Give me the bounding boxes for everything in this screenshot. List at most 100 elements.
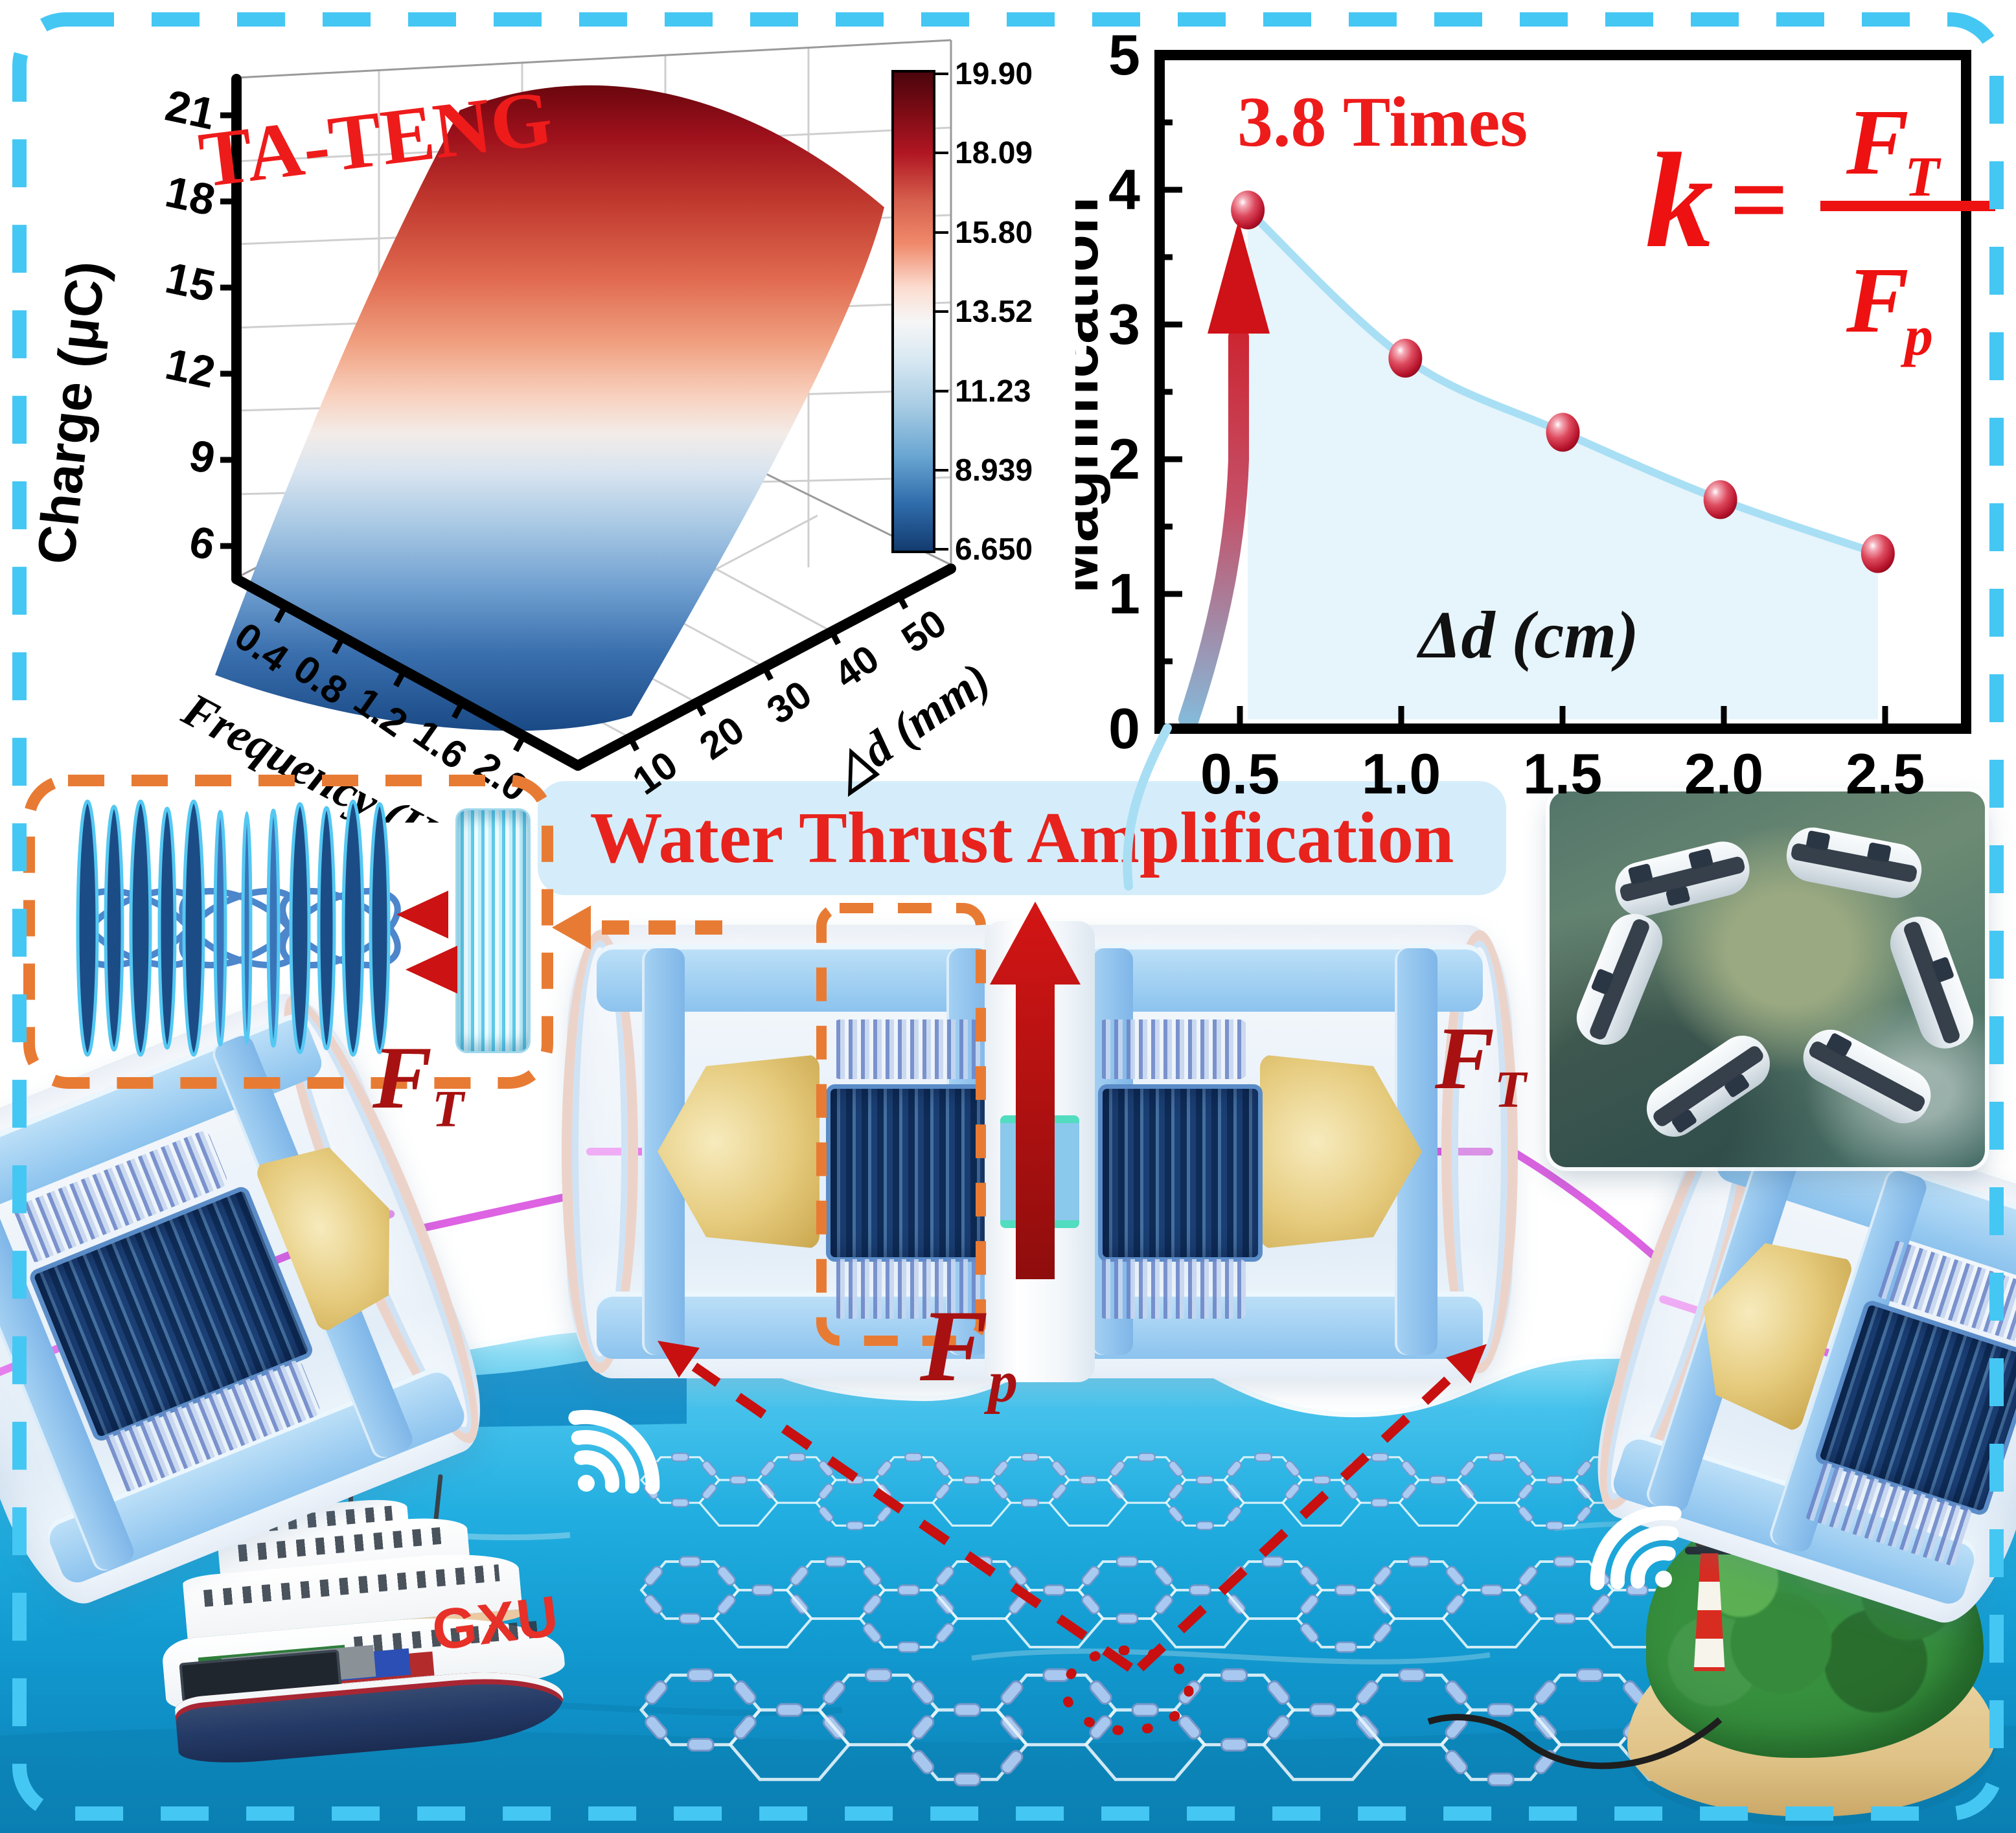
delta-d-tick: 40	[827, 637, 887, 697]
float-capsule	[729, 1475, 748, 1485]
float-capsule	[1138, 1452, 1156, 1462]
colorbar-tick: 15.80	[955, 216, 1033, 250]
photo-capsule	[1615, 841, 1750, 916]
float-capsule	[897, 1584, 920, 1596]
float-capsule	[1576, 1668, 1603, 1682]
assemble-arrow-lower	[406, 946, 457, 994]
float-capsule	[1261, 1556, 1285, 1567]
data-point	[1388, 339, 1423, 378]
float-capsule	[687, 1668, 715, 1682]
force-sub: p	[988, 1348, 1018, 1415]
float-capsule	[1196, 1521, 1214, 1531]
charge-axis-label: Charge (μC)	[27, 258, 117, 567]
x-tick: 1.5	[1523, 742, 1602, 806]
float-capsule	[1196, 1475, 1214, 1485]
float-capsule	[1398, 1668, 1426, 1682]
central-teng-device	[562, 921, 1518, 1382]
y-axis-label: Magnification	[1075, 197, 1111, 593]
photo-capsule	[1803, 1029, 1931, 1124]
float-capsule	[954, 1772, 981, 1786]
colorbar-tick: 13.52	[955, 295, 1033, 329]
formula-denominator: F	[1846, 249, 1909, 352]
float-capsule	[1116, 1556, 1139, 1567]
float-capsule	[775, 1703, 803, 1717]
float-capsule	[1220, 1668, 1248, 1682]
delta-d-tick: 30	[759, 672, 819, 733]
assemble-arrow-upper	[396, 891, 448, 939]
data-point	[1703, 480, 1737, 519]
float-capsule	[1042, 1668, 1070, 1682]
float-capsule	[1254, 1452, 1272, 1462]
y-tick: 2	[1108, 427, 1140, 491]
pressure-force-label: Fp	[920, 1295, 1018, 1411]
colorbar: 19.90 18.09 15.80 13.52 11.23 8.939 6.65…	[891, 57, 1033, 567]
disc-fringe-top-right	[1098, 1019, 1247, 1079]
float-capsule	[1487, 1452, 1506, 1462]
data-point	[1231, 190, 1265, 230]
magnification-chart: 0 1 2 3 4 5 0.5 1.0 1.5 2.0 2.5 Magnific…	[1075, 23, 1995, 806]
thrust-force-label-right: FT	[1435, 1014, 1526, 1116]
float-capsule	[1312, 1475, 1331, 1485]
y-tick: 1	[1108, 562, 1140, 626]
float-capsule	[1334, 1641, 1357, 1653]
float-capsule	[970, 1556, 993, 1567]
photo-devices	[1576, 827, 1974, 1137]
colorbar-tick: 8.939	[955, 453, 1033, 488]
disc-fringe-bottom-right	[1098, 1259, 1247, 1319]
colorbar-tick: 11.23	[955, 374, 1031, 409]
field-test-photo	[1550, 791, 1985, 1167]
force-sub: T	[1495, 1061, 1526, 1119]
float-capsule	[671, 1498, 689, 1508]
float-capsule	[897, 1641, 920, 1653]
float-capsule	[824, 1556, 847, 1567]
float-capsule	[1487, 1772, 1515, 1786]
charge-tick: 9	[185, 430, 220, 483]
formula-k: k	[1645, 126, 1713, 276]
float-capsule	[1043, 1584, 1066, 1596]
float-capsule	[904, 1452, 922, 1462]
float-capsule	[1116, 1613, 1139, 1624]
times-annotation: 3.8 Times	[1237, 82, 1528, 161]
float-capsule	[1546, 1475, 1564, 1485]
x-tick: 1.0	[1362, 742, 1441, 806]
float-capsule	[687, 1738, 715, 1752]
formula-equals: =	[1730, 142, 1789, 257]
frequency-tick: 2.0	[466, 744, 536, 810]
formula-numerator: F	[1846, 91, 1909, 194]
photo-capsule	[1576, 913, 1663, 1045]
float-capsule	[671, 1452, 689, 1462]
y-tick: 4	[1108, 157, 1140, 222]
formula-denominator-sub: p	[1900, 305, 1933, 368]
photo-capsule	[1786, 827, 1922, 898]
float-capsule	[1189, 1584, 1211, 1596]
thrust-force-label-left: FT	[372, 1033, 464, 1135]
float-capsule	[1334, 1584, 1357, 1596]
float-capsule	[1553, 1556, 1576, 1567]
disc-stack-right	[1098, 1084, 1263, 1262]
disc-fringe-top-left	[832, 1019, 981, 1079]
float-capsule	[1407, 1556, 1430, 1567]
charge-tick: 15	[161, 253, 220, 312]
float-capsule	[1021, 1452, 1039, 1462]
float-capsule	[788, 1452, 806, 1462]
y-tick: 3	[1108, 292, 1140, 356]
float-capsule	[1429, 1475, 1447, 1485]
surface-chart: 21 18 15 12 9 6 Charge (μC) 0.4 0.8 1.2 …	[27, 39, 1033, 823]
float-capsule	[1553, 1613, 1576, 1624]
float-capsule	[1487, 1703, 1515, 1717]
photo-capsule	[1646, 1035, 1770, 1137]
colorbar-tick: 6.650	[955, 532, 1033, 567]
float-capsule	[954, 1703, 981, 1717]
colorbar-tick: 18.09	[955, 136, 1033, 170]
float-capsule	[846, 1475, 864, 1485]
charge-tick: 12	[161, 339, 220, 398]
x-tick: 2.0	[1684, 742, 1763, 806]
y-tick: 5	[1108, 23, 1140, 87]
photo-capsule	[1890, 916, 1974, 1049]
float-capsule	[1309, 1703, 1337, 1717]
float-capsule	[846, 1521, 864, 1531]
float-capsule	[1480, 1584, 1503, 1596]
delta-d-tick: 50	[894, 601, 954, 661]
float-capsule	[1371, 1452, 1389, 1462]
